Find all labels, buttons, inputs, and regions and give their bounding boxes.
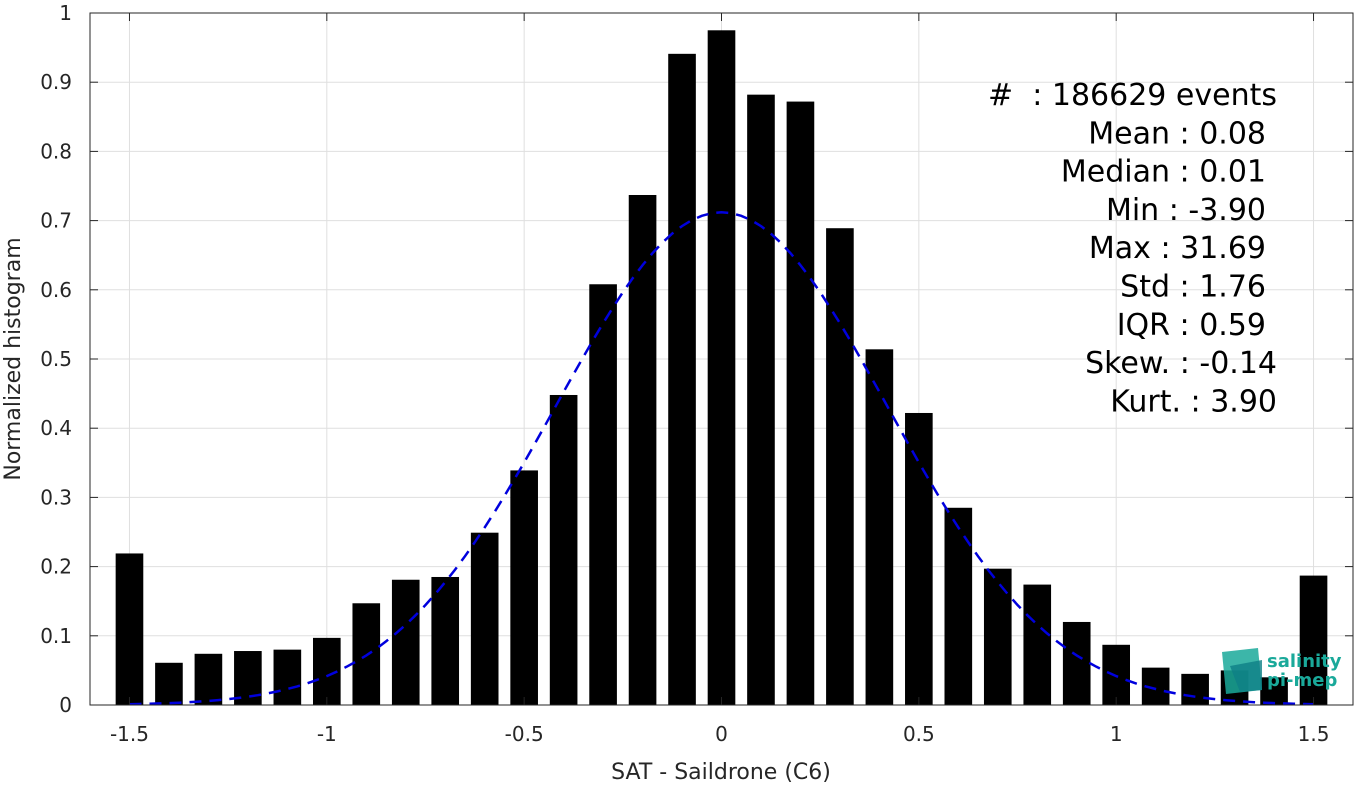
y-tick-label-2: 0.2	[40, 555, 72, 579]
stats-line-8: Kurt. : 3.90	[1110, 384, 1277, 419]
y-axis-label: Normalized histogram	[1, 237, 26, 480]
histogram-bar-1	[155, 662, 183, 705]
x-axis-label: SAT - Saildrone (C6)	[611, 760, 831, 785]
y-tick-label-6: 0.6	[40, 278, 72, 302]
histogram-bar-0	[115, 553, 144, 705]
histogram-bar-7	[391, 579, 420, 705]
x-tick-label-5: 1	[1110, 722, 1123, 746]
histogram-bar-13	[628, 194, 657, 705]
y-tick-label-4: 0.4	[40, 416, 72, 440]
histogram-bar-23	[1023, 584, 1052, 705]
stats-line-4: Max : 31.69	[1089, 231, 1266, 266]
histogram-bar-10	[510, 470, 538, 705]
y-tick-label-0: 0	[59, 693, 72, 717]
histogram-bar-21	[944, 507, 973, 705]
histogram-bar-14	[668, 53, 696, 705]
y-tick-label-5: 0.5	[40, 347, 72, 371]
y-tick-label-8: 0.8	[40, 139, 72, 163]
histogram-bar-27	[1181, 673, 1209, 705]
x-tick-label-0: -1.5	[110, 722, 149, 746]
stats-line-0: # : 186629 events	[988, 78, 1277, 113]
stats-line-2: Median : 0.01	[1061, 155, 1266, 190]
gaussian-fit-curve	[129, 211, 1314, 706]
histogram-bar-19	[865, 349, 894, 705]
logo-text-line1: salinity	[1267, 651, 1342, 672]
histogram-bar-20	[905, 412, 933, 705]
histogram-bar-22	[983, 568, 1012, 705]
stats-line-5: Std : 1.76	[1120, 270, 1266, 305]
x-tick-label-6: 1.5	[1298, 722, 1330, 746]
histogram-bar-11	[549, 394, 578, 705]
stats-line-7: Skew. : -0.14	[1085, 346, 1277, 381]
x-tick-label-1: -1	[317, 722, 337, 746]
y-tick-label-10: 1	[59, 1, 72, 25]
y-tick-label-3: 0.3	[40, 485, 72, 509]
y-tick-label-9: 0.9	[40, 70, 72, 94]
stats-line-3: Min : -3.90	[1106, 193, 1266, 228]
histogram-bar-15	[707, 30, 736, 706]
axes: -1.5 -1 -0.5 0 0.5 1 1.5 0 0.1 0.2 0.3 0.4 0.5 0.6 0.7…	[40, 1, 1353, 746]
x-tick-label-4: 0.5	[903, 722, 935, 746]
histogram-bar-29	[1260, 677, 1288, 705]
salinity-pi-mep-logo: salinity pi-mep	[1222, 648, 1342, 694]
histogram-bar-12	[589, 284, 617, 705]
histogram-bar-8	[431, 576, 460, 705]
histogram-bar-16	[747, 94, 775, 705]
histogram-bar-24	[1062, 621, 1091, 705]
histogram-bars	[115, 30, 1328, 706]
logo-text-line2: pi-mep	[1267, 670, 1337, 691]
y-tick-label-1: 0.1	[40, 624, 72, 648]
logo-emblem-shade	[1230, 660, 1262, 692]
histogram-bar-17	[786, 101, 815, 706]
stats-line-1: Mean : 0.08	[1088, 116, 1266, 151]
histogram-bar-2	[194, 653, 223, 705]
histogram-bar-30	[1299, 575, 1328, 705]
histogram-bar-4	[273, 649, 302, 705]
x-tick-label-3: 0	[715, 722, 728, 746]
y-tick-label-7: 0.7	[40, 209, 72, 233]
x-tick-label-2: -0.5	[505, 722, 544, 746]
histogram-bar-18	[826, 228, 854, 705]
histogram-bar-9	[470, 532, 499, 705]
stats-line-6: IQR : 0.59	[1117, 308, 1266, 343]
